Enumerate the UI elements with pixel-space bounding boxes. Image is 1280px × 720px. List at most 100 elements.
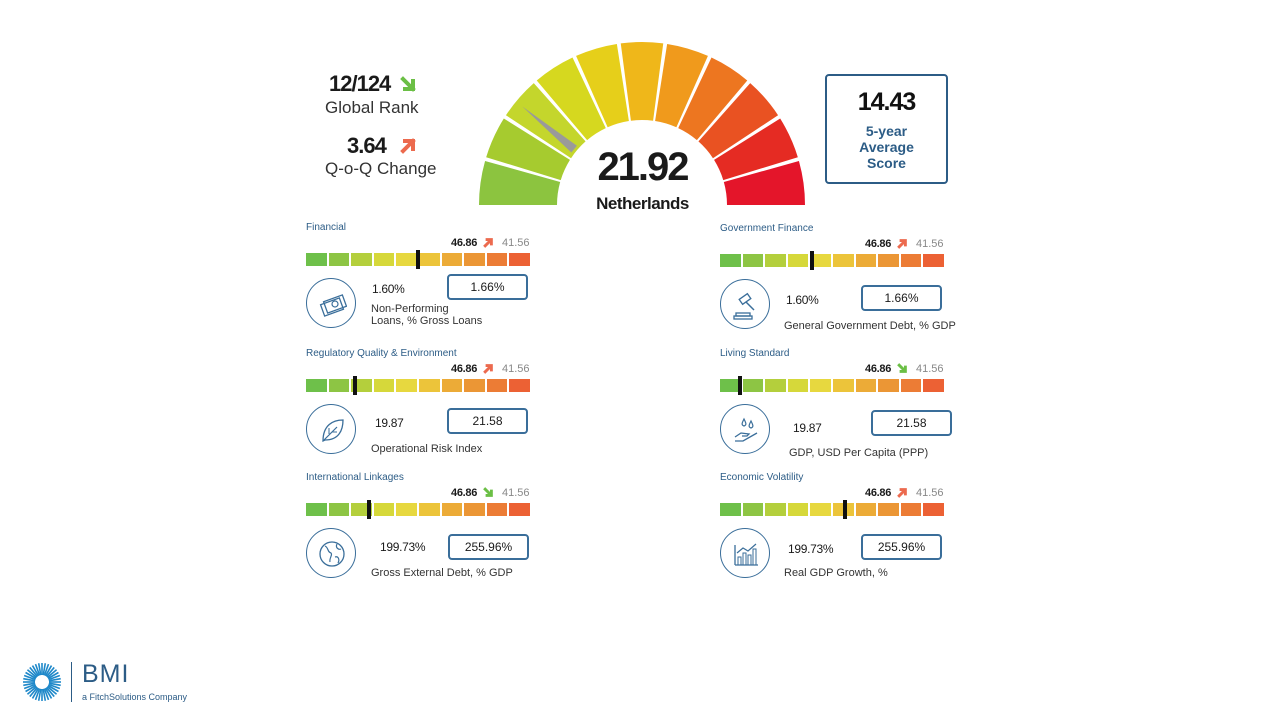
score-marker bbox=[810, 251, 814, 270]
bar-segment bbox=[328, 379, 350, 392]
metric-label: Operational Risk Index bbox=[371, 443, 482, 455]
section-score-bar bbox=[306, 503, 530, 516]
bar-segment bbox=[351, 503, 372, 516]
bar-segment bbox=[720, 503, 741, 516]
gauge-segment bbox=[655, 43, 708, 128]
metric-label-line1: Real GDP Growth, % bbox=[784, 567, 888, 579]
bar-segment bbox=[306, 253, 327, 266]
bar-segment bbox=[878, 503, 899, 516]
section-card: Living Standard 46.86 41.56 19.87 21.58 … bbox=[720, 348, 960, 473]
qoq-change-label: Q-o-Q Change bbox=[325, 159, 437, 178]
section-previous-score: 41.56 bbox=[502, 487, 530, 499]
metric-comparison-box: 21.58 bbox=[447, 408, 528, 434]
section-score-bar bbox=[720, 379, 944, 392]
gauge-segment bbox=[678, 57, 748, 141]
section-title: Financial bbox=[306, 222, 347, 233]
bar-segment bbox=[810, 379, 831, 392]
gauge-segment bbox=[620, 42, 664, 121]
hand-drops-icon bbox=[720, 404, 770, 454]
bar-segment bbox=[441, 253, 463, 266]
metric-label: Gross External Debt, % GDP bbox=[371, 567, 513, 579]
bar-segment bbox=[464, 253, 485, 266]
metric-label: Non-Performing Loans, % Gross Loans bbox=[371, 303, 482, 327]
gauge-segment bbox=[576, 43, 629, 128]
section-title: International Linkages bbox=[306, 472, 404, 483]
bar-segment bbox=[441, 379, 463, 392]
bar-segment bbox=[742, 254, 764, 267]
metric-label-line2: Loans, % Gross Loans bbox=[371, 315, 483, 327]
section-score: 46.86 bbox=[865, 487, 892, 499]
bar-segment bbox=[900, 503, 922, 516]
bar-segment bbox=[855, 503, 877, 516]
metric-value: 1.60% bbox=[786, 293, 819, 307]
five-year-average-label: 5-year Average Score bbox=[859, 123, 914, 171]
section-card: Financial 46.86 41.56 1.60% 1.66% Non-Pe… bbox=[306, 222, 546, 347]
bar-segment bbox=[765, 254, 786, 267]
logo-tagline: a FitchSolutions Company bbox=[82, 692, 188, 702]
bar-segment bbox=[742, 379, 764, 392]
bar-segment bbox=[418, 379, 440, 392]
section-score-bar bbox=[720, 254, 944, 267]
bar-segment bbox=[923, 503, 944, 516]
section-card: Government Finance 46.86 41.56 1.60% 1.6… bbox=[720, 223, 960, 348]
bar-segment bbox=[441, 503, 463, 516]
bar-segment bbox=[509, 379, 530, 392]
metric-label-line1: Operational Risk Index bbox=[371, 443, 483, 455]
five-year-average-value: 14.43 bbox=[857, 88, 917, 116]
gavel-icon bbox=[720, 279, 770, 329]
bar-segment bbox=[328, 253, 350, 266]
gauge-segment bbox=[714, 118, 798, 181]
bar-segment bbox=[306, 503, 327, 516]
overall-score: 21.92 bbox=[597, 145, 689, 189]
bar-segment bbox=[832, 379, 854, 392]
score-marker bbox=[367, 500, 371, 519]
bar-segment bbox=[878, 254, 899, 267]
bar-segment bbox=[396, 253, 417, 266]
section-score-bar bbox=[306, 379, 530, 392]
five-year-average-card: 14.43 5-year Average Score bbox=[825, 74, 948, 184]
metric-comparison-box: 1.66% bbox=[447, 274, 528, 300]
bar-segment bbox=[486, 253, 508, 266]
bar-segment bbox=[509, 503, 530, 516]
bar-segment bbox=[306, 379, 327, 392]
up-arrow-icon bbox=[897, 488, 907, 498]
qoq-change-value: 3.64 bbox=[347, 133, 387, 158]
bar-segment bbox=[742, 503, 764, 516]
bar-segment bbox=[787, 503, 809, 516]
section-title: Regulatory Quality & Environment bbox=[306, 348, 457, 359]
metric-label-line1: Non-Performing bbox=[371, 303, 449, 315]
bar-segment bbox=[486, 503, 508, 516]
bar-segment bbox=[509, 253, 530, 266]
score-marker bbox=[843, 500, 847, 519]
section-title: Living Standard bbox=[720, 348, 790, 359]
global-rank-label: Global Rank bbox=[325, 98, 419, 117]
gauge-needle bbox=[522, 106, 577, 153]
chart-icon bbox=[720, 528, 770, 578]
bar-segment bbox=[878, 379, 899, 392]
section-card: Economic Volatility 46.86 41.56 199.73% … bbox=[720, 472, 960, 597]
bar-segment bbox=[486, 379, 508, 392]
bar-segment bbox=[765, 379, 786, 392]
section-score: 46.86 bbox=[451, 487, 478, 499]
metric-label-line1: General Government Debt, % GDP bbox=[784, 320, 956, 332]
section-score: 46.86 bbox=[451, 237, 478, 249]
metric-value: 199.73% bbox=[788, 542, 834, 556]
metric-label: Real GDP Growth, % bbox=[784, 567, 888, 579]
bar-segment bbox=[351, 253, 372, 266]
country-name: Netherlands bbox=[596, 194, 689, 213]
up-arrow-icon bbox=[483, 364, 493, 374]
bar-segment bbox=[373, 379, 395, 392]
bar-segment bbox=[787, 379, 809, 392]
bar-segment bbox=[464, 503, 485, 516]
bar-segment bbox=[396, 503, 417, 516]
section-score-bar bbox=[720, 503, 944, 516]
section-title: Economic Volatility bbox=[720, 472, 804, 483]
metric-value: 1.60% bbox=[372, 282, 405, 296]
section-title: Government Finance bbox=[720, 223, 814, 234]
section-card: International Linkages 46.86 41.56 199.7… bbox=[306, 472, 546, 597]
section-previous-score: 41.56 bbox=[502, 237, 530, 249]
metric-comparison-box: 255.96% bbox=[861, 534, 942, 560]
metric-label-line1: GDP, USD Per Capita (PPP) bbox=[789, 447, 929, 459]
bar-segment bbox=[418, 503, 440, 516]
bmi-logo-icon bbox=[23, 663, 61, 701]
